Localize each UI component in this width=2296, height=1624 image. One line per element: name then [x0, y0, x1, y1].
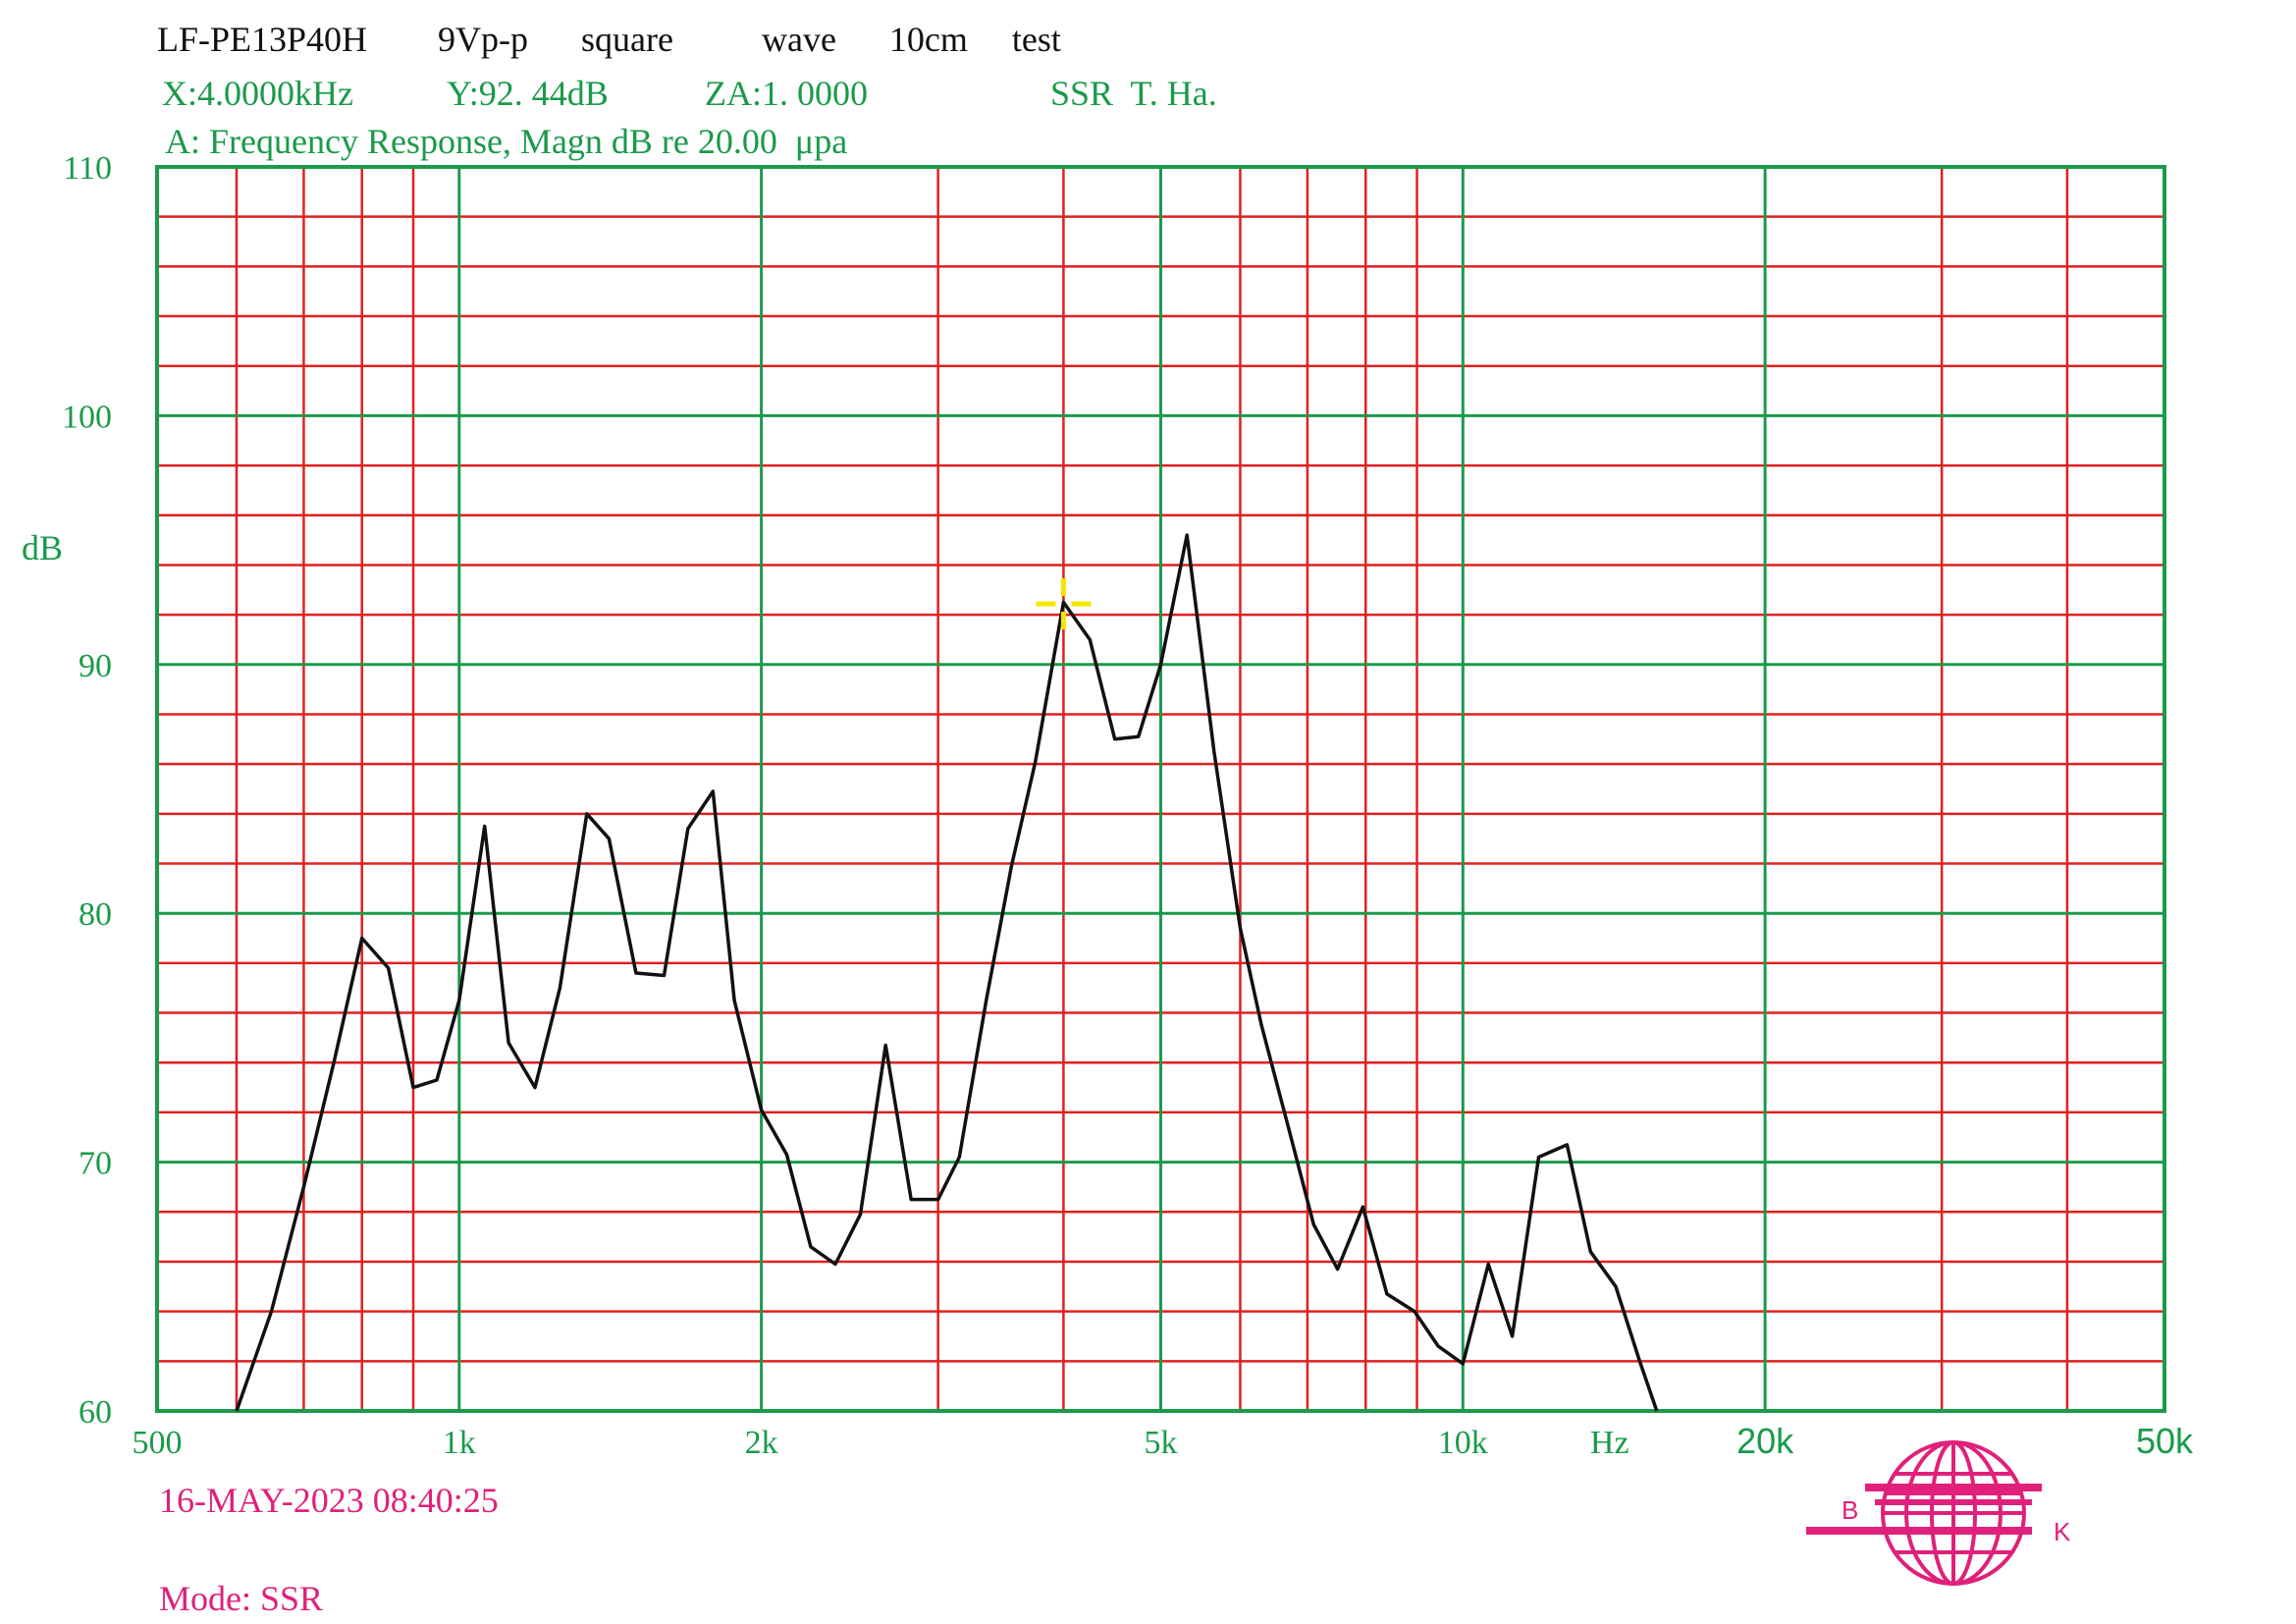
- x-tick-label: 1k: [443, 1425, 476, 1461]
- response-curve: [235, 533, 1659, 1412]
- chart-title: LF-PE13P40H 9Vp-p square wave 10cm test: [157, 20, 1061, 59]
- cursor-y-readout: Y:92. 44dB: [447, 74, 609, 113]
- y-tick-label: 80: [79, 896, 112, 933]
- cursor-x-readout: X:4.0000kHz: [162, 74, 353, 113]
- mode-label: Mode: SSR: [159, 1579, 324, 1618]
- logo-letter-b: B: [1842, 1495, 1858, 1525]
- x-tick-label: 2k: [745, 1425, 778, 1461]
- y-tick-label: 110: [63, 150, 112, 187]
- y-tick-label: 60: [79, 1394, 112, 1431]
- y-tick-label: 100: [62, 399, 112, 435]
- plot-frame: [155, 165, 2166, 1413]
- y-tick-label: 90: [79, 648, 112, 684]
- bk-globe-logo: B K: [1806, 1440, 2071, 1586]
- timestamp: 16-MAY-2023 08:40:25: [159, 1481, 499, 1520]
- ssr-readout: SSR T. Ha.: [1050, 74, 1217, 113]
- x-tick-label: 20k: [1736, 1421, 1794, 1461]
- y-tick-label: 70: [79, 1146, 112, 1182]
- x-axis-unit-label: Hz: [1590, 1425, 1629, 1461]
- x-tick-label: 50k: [2136, 1421, 2194, 1461]
- y-axis-label: dB: [22, 528, 64, 568]
- za-readout: ZA:1. 0000: [705, 74, 868, 113]
- x-tick-label: 10k: [1438, 1425, 1488, 1461]
- chart-subtitle: A: Frequency Response, Magn dB re 20.00 …: [165, 122, 848, 161]
- cursor-marker: [1036, 577, 1092, 629]
- x-tick-label: 500: [133, 1425, 183, 1461]
- logo-letter-k: K: [2054, 1517, 2071, 1546]
- x-tick-label: 5k: [1145, 1425, 1178, 1461]
